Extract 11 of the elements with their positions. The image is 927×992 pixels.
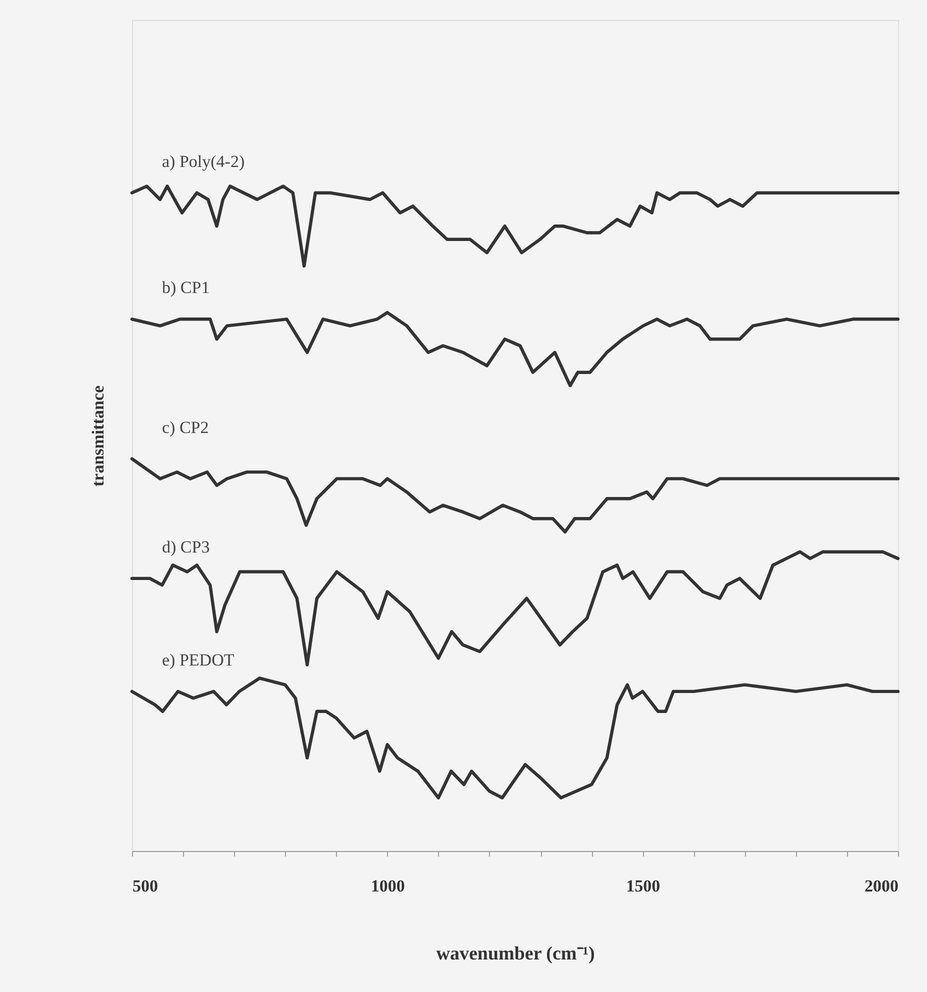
series-label: e) PEDOT [162,650,235,670]
x-tick-label: 2000 [864,876,898,896]
y-axis-title: transmittance [88,385,108,487]
x-tick-label: 1500 [626,876,660,896]
series-label: d) CP3 [162,537,210,556]
series-label: a) Poly(4-2) [162,152,245,171]
series-label: b) CP1 [162,278,210,298]
x-axis-title: wavenumber (cm⁻¹) [436,944,595,964]
text: c) CP2 [162,418,209,437]
x-tick-label: 500 [132,876,158,896]
x-tick-label: 1000 [370,876,405,896]
